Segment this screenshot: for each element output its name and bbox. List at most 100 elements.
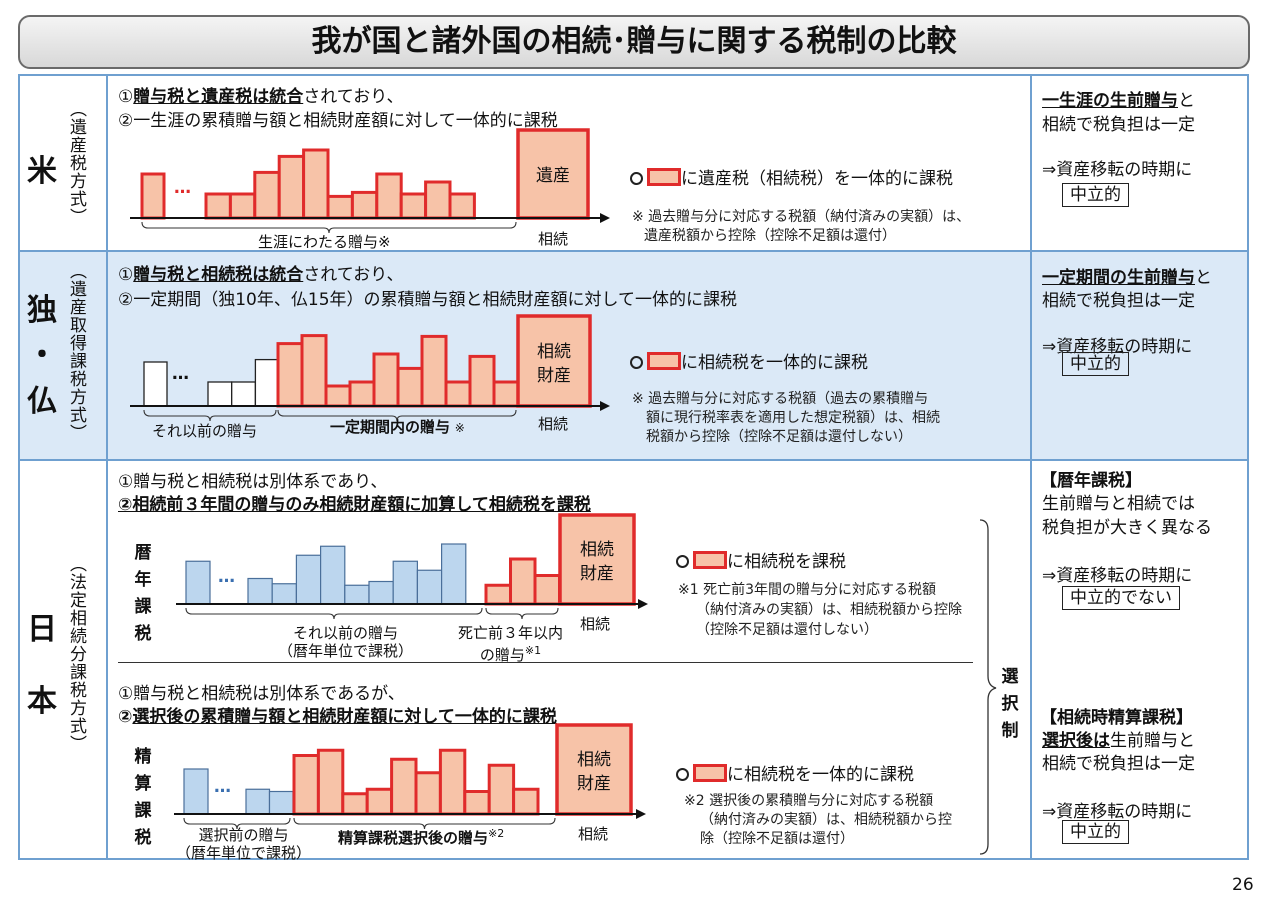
bar-key-icon	[693, 764, 727, 782]
us-right-box: 中立的	[1062, 183, 1129, 207]
bar	[245, 788, 271, 815]
span-brace	[485, 607, 559, 620]
us-right-line3: ⇒資産移転の時期に	[1042, 160, 1193, 180]
bar	[276, 342, 304, 408]
us-chart	[130, 128, 610, 234]
jp-right-b-line4: ⇒資産移転の時期に	[1042, 802, 1193, 822]
bar	[183, 768, 209, 815]
de-fr-span-label-1: それ以前の贈与	[152, 422, 258, 440]
us-line2: ②一生涯の累積贈与額と相続財産額に対して一体的に課税	[118, 111, 558, 131]
bar	[348, 380, 376, 408]
bar	[271, 583, 297, 605]
de-fr-chart	[130, 314, 610, 422]
table-divider-country	[106, 74, 108, 860]
bar	[414, 771, 442, 816]
us-subtitle: （遺産税方式）	[66, 100, 86, 226]
bar	[292, 754, 320, 816]
bar	[268, 790, 294, 815]
bar	[420, 334, 448, 408]
japan-subtitle: （法定相続分課税方式）	[66, 555, 86, 753]
bar-key-icon	[647, 168, 681, 186]
table-border-right	[1247, 74, 1249, 860]
circle-icon	[630, 172, 643, 185]
jp-right-a-line2: 生前贈与と相続では	[1042, 494, 1195, 514]
span-brace	[143, 409, 277, 422]
span-brace	[277, 409, 517, 422]
bar	[231, 381, 257, 407]
bar	[399, 192, 428, 220]
bar	[207, 381, 233, 407]
choice-label: 選択制	[1001, 667, 1019, 741]
jp-a-note-line2: （納付済みの実額）は、相続税額から控除	[696, 602, 962, 618]
jp-b-big-box-label: 相続 財産	[577, 750, 611, 794]
page-title: 我が国と諸外国の相続･贈与に関する税制の比較	[18, 15, 1250, 69]
table-border-row2	[18, 459, 1249, 461]
bar	[444, 380, 472, 408]
jp-a-dots: …	[218, 567, 235, 587]
bar	[468, 354, 496, 408]
estate-box	[516, 128, 590, 220]
jp-b-note-line3: 除（控除不足額は還付）	[700, 831, 854, 847]
de-fr-right-line1: 一定期間の生前贈与と	[1042, 268, 1212, 288]
bar	[365, 787, 394, 816]
bar	[320, 545, 346, 605]
de-fr-inherit-label: 相続	[538, 415, 569, 433]
bar	[484, 583, 512, 606]
country-us: 米	[27, 154, 57, 189]
jp-right-b-box: 中立的	[1062, 820, 1129, 844]
table-divider-right	[1030, 74, 1032, 860]
bar	[392, 560, 418, 605]
bar	[302, 148, 330, 220]
span-brace	[185, 607, 483, 620]
country-jp-top: 日	[27, 612, 57, 647]
jp-a-note-line3: （控除不足額は還付しない）	[696, 622, 878, 638]
bar	[254, 358, 280, 407]
bar	[253, 170, 281, 220]
us-note-line1: ※ 過去贈与分に対応する税額（納付済みの実額）は、	[632, 209, 971, 225]
circle-icon	[676, 555, 689, 568]
de-fr-line2: ②一定期間（独10年、仏15年）の累積贈与額と相続財産額に対して一体的に課税	[118, 290, 737, 310]
bar	[341, 792, 369, 816]
bar	[295, 554, 322, 605]
table-border-bottom	[18, 858, 1249, 860]
de-fr-note-line3: 税額から控除（控除不足額は還付しない）	[646, 429, 912, 445]
us-span-label: 生涯にわたる贈与※	[258, 233, 391, 251]
circle-icon	[630, 356, 643, 369]
table-border-top	[18, 74, 1249, 76]
bar	[424, 180, 452, 220]
bar	[448, 192, 476, 220]
bar	[140, 172, 166, 220]
bar	[300, 334, 328, 408]
us-dots: …	[174, 178, 191, 198]
de-fr-span-label-2: 一定期間内の贈与 ※	[330, 418, 465, 436]
jp-a-span1: それ以前の贈与 （暦年単位で課税）	[278, 624, 414, 660]
bar	[247, 577, 273, 605]
us-big-box-label: 遺産	[536, 166, 570, 186]
bar-key-icon	[647, 352, 681, 370]
bar-key-icon	[693, 551, 727, 569]
table-border-row1	[18, 250, 1249, 252]
jp-b-dots: …	[214, 777, 231, 797]
jp-right-a-box: 中立的でない	[1062, 586, 1180, 610]
bar	[512, 787, 540, 816]
span-brace	[183, 817, 291, 830]
bar	[487, 763, 516, 816]
jp-a-line1: ①贈与税と相続税は別体系であり、	[118, 472, 388, 492]
us-line1: ①贈与税と遺産税は統合されており、	[118, 87, 404, 107]
circle-icon	[676, 768, 689, 781]
jp-right-b-title: 【相続時精算課税】	[1040, 708, 1193, 728]
bar	[533, 574, 561, 606]
de-fr-legend: に相続税を一体的に課税	[630, 348, 868, 373]
inheritance-box	[558, 513, 636, 606]
jp-a-chart	[176, 513, 648, 620]
country-de: 独	[27, 293, 57, 328]
jp-b-line1: ①贈与税と相続税は別体系であるが、	[118, 684, 405, 704]
country-jp-bot: 本	[27, 684, 57, 719]
inheritance-box	[516, 314, 592, 408]
jp-b-note-line2: （納付済みの実額）は、相続税額から控	[700, 812, 952, 828]
us-inherit-label: 相続	[538, 230, 569, 248]
bar	[228, 192, 257, 220]
bar	[396, 366, 424, 408]
bar	[438, 748, 467, 816]
jp-right-b-line2: 選択後は生前贈与と	[1042, 731, 1195, 751]
